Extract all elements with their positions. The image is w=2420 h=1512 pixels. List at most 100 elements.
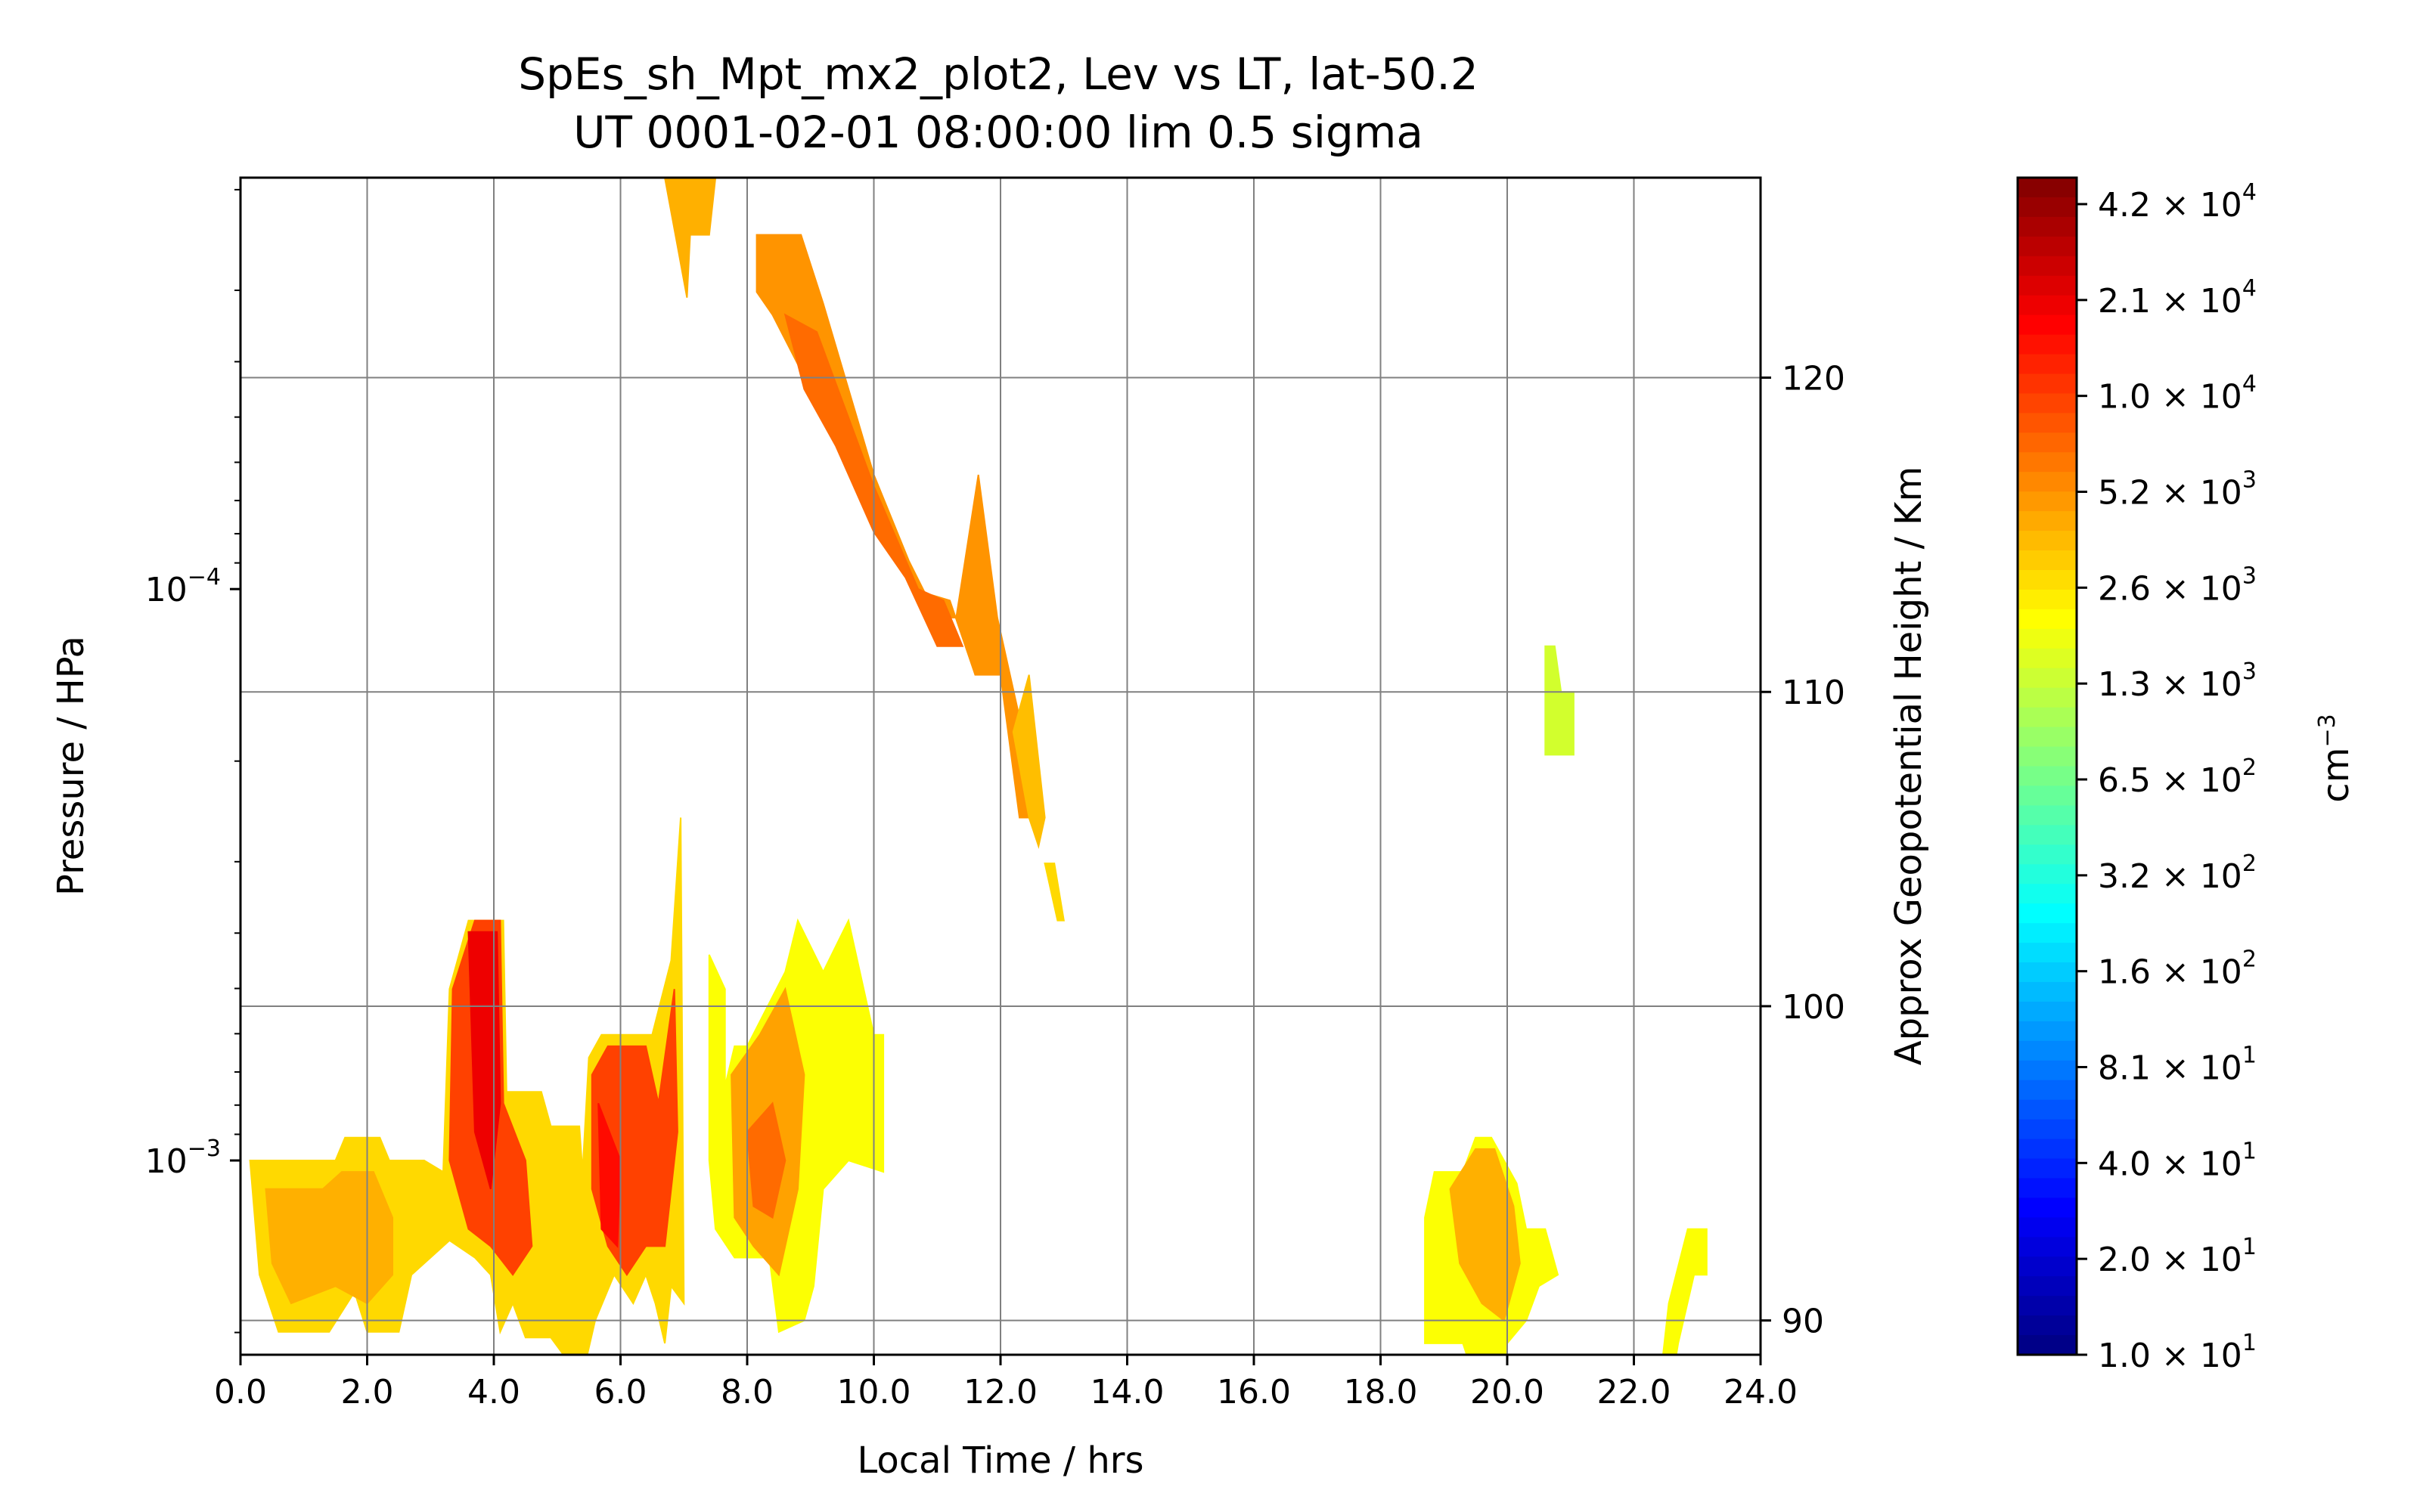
colorbar-segment [2018, 334, 2077, 355]
colorbar-tick-label: 8.1 × 101 [2098, 1043, 2257, 1088]
colorbar-tick-label: 3.2 × 102 [2098, 850, 2257, 896]
contour-region-4 [1012, 674, 1046, 850]
colorbar-segment [2018, 413, 2077, 434]
y-axis-label: Pressure / HPa [50, 636, 92, 896]
colorbar-segment [2018, 452, 2077, 473]
x-tick-label: 2.0 [341, 1373, 394, 1411]
contour-region-1 [664, 178, 717, 298]
grid-lines [240, 178, 1761, 1355]
colorbar-segment [2018, 727, 2077, 748]
x-tick-label: 6.0 [594, 1373, 647, 1411]
colorbar-segment [2018, 1315, 2077, 1337]
colorbar-segment [2018, 1296, 2077, 1317]
colorbar-segment [2018, 1335, 2077, 1356]
colorbar-segment [2018, 943, 2077, 963]
colorbar-segment [2018, 197, 2077, 218]
colorbar-segment [2018, 236, 2077, 257]
colorbar-segment [2018, 844, 2077, 866]
colorbar-segment [2018, 531, 2077, 552]
colorbar-segment [2018, 903, 2077, 925]
colorbar-segment [2018, 923, 2077, 944]
colorbar-tick-label: 2.6 × 103 [2098, 562, 2257, 608]
x-tick-label: 22.0 [1597, 1373, 1671, 1411]
colorbar-segment [2018, 1080, 2077, 1101]
colorbar-segment [2018, 511, 2077, 532]
colorbar-segment [2018, 785, 2077, 807]
colorbar-segment [2018, 766, 2077, 787]
colorbar-segment [2018, 373, 2077, 395]
colorbar-segment [2018, 295, 2077, 316]
y-tick-label: 10−3 [145, 1136, 221, 1181]
colorbar-segment [2018, 668, 2077, 689]
colorbar-segment [2018, 1139, 2077, 1160]
colorbar-tick-label: 2.1 × 104 [2098, 275, 2257, 321]
colorbar-segment [2018, 864, 2077, 885]
colorbar-segment [2018, 1040, 2077, 1061]
contour-region-8 [265, 1171, 393, 1305]
colorbar-segment [2018, 981, 2077, 1002]
x-tick-label: 14.0 [1091, 1373, 1165, 1411]
colorbar-tick-label: 1.0 × 104 [2098, 371, 2257, 417]
colorbar-segment [2018, 1276, 2077, 1297]
colorbar-segment [2018, 687, 2077, 708]
contour-region-12 [597, 1103, 622, 1248]
colorbar-tick-label: 2.0 × 101 [2098, 1234, 2257, 1279]
colorbar-tick-label: 6.5 × 102 [2098, 754, 2257, 800]
contour-region-10 [467, 931, 501, 1190]
x-tick-label: 12.0 [963, 1373, 1038, 1411]
colorbar-segment [2018, 1178, 2077, 1199]
colorbar-segment [2018, 1099, 2077, 1120]
x-axis-ticks: 0.0 2.0 4.0 6.0 8.0 10.0 12.0 14.0 16.0 18.0 20.0 2… [214, 1355, 1798, 1411]
colorbar-segment [2018, 275, 2077, 296]
x-tick-label: 16.0 [1217, 1373, 1291, 1411]
colorbar-segment [2018, 314, 2077, 336]
contour-plot-area [249, 178, 1708, 1355]
x-tick-label: 20.0 [1470, 1373, 1544, 1411]
colorbar-segment [2018, 432, 2077, 454]
x-tick-label: 18.0 [1344, 1373, 1418, 1411]
colorbar-segment [2018, 1021, 2077, 1042]
colorbar-frame [2016, 176, 2078, 1356]
colorbar [2016, 176, 2078, 1356]
colorbar-segment [2018, 746, 2077, 767]
contour-region-18 [1662, 1228, 1708, 1355]
colorbar-label: cm−3 [2314, 714, 2357, 802]
colorbar-segment [2018, 1198, 2077, 1219]
colorbar-tick-label: 1.6 × 102 [2098, 947, 2257, 992]
colorbar-segment [2018, 550, 2077, 571]
colorbar-segment [2018, 570, 2077, 590]
colorbar-tick-label: 4.2 × 104 [2098, 179, 2257, 225]
x-axis-label: Local Time / hrs [858, 1439, 1144, 1482]
contour-region-15 [746, 1101, 786, 1219]
colorbar-segment [2018, 1237, 2077, 1258]
colorbar-segment [2018, 1256, 2077, 1278]
x-tick-label: 24.0 [1723, 1373, 1798, 1411]
colorbar-tick-label: 5.2 × 103 [2098, 467, 2257, 513]
chart-title: SpEs_sh_Mpt_mx2_plot2, Lev vs LT, lat-50… [518, 48, 1478, 100]
x-tick-label: 10.0 [837, 1373, 911, 1411]
colorbar-segment [2018, 707, 2077, 728]
colorbar-segment [2018, 472, 2077, 493]
colorbar-tick-label: 1.3 × 103 [2098, 658, 2257, 704]
y2-tick-label: 90 [1782, 1303, 1824, 1341]
colorbar-segment [2018, 589, 2077, 610]
x-tick-label: 8.0 [721, 1373, 774, 1411]
x-tick-label: 4.0 [467, 1373, 520, 1411]
colorbar-segment [2018, 1217, 2077, 1238]
colorbar-segment [2018, 1119, 2077, 1140]
chart-subtitle: UT 0001-02-01 08:00:00 lim 0.5 sigma [573, 107, 1423, 158]
colorbar-segment [2018, 354, 2077, 375]
colorbar-segment [2018, 1060, 2077, 1081]
colorbar-ticks: 4.2 × 104 2.1 × 104 1.0 × 104 5.2 × 103 2.6 … [2077, 179, 2257, 1375]
colorbar-segment [2018, 491, 2077, 513]
colorbar-segment [2018, 1158, 2077, 1179]
y2-axis-ticks: 120 110 100 90 [1761, 360, 1845, 1341]
colorbar-segment [2018, 609, 2077, 630]
contour-region-6 [1544, 645, 1575, 756]
colorbar-segment [2018, 805, 2077, 826]
colorbar-segment [2018, 884, 2077, 905]
colorbar-segment [2018, 962, 2077, 983]
colorbar-segment [2018, 393, 2077, 414]
colorbar-segment [2018, 825, 2077, 846]
